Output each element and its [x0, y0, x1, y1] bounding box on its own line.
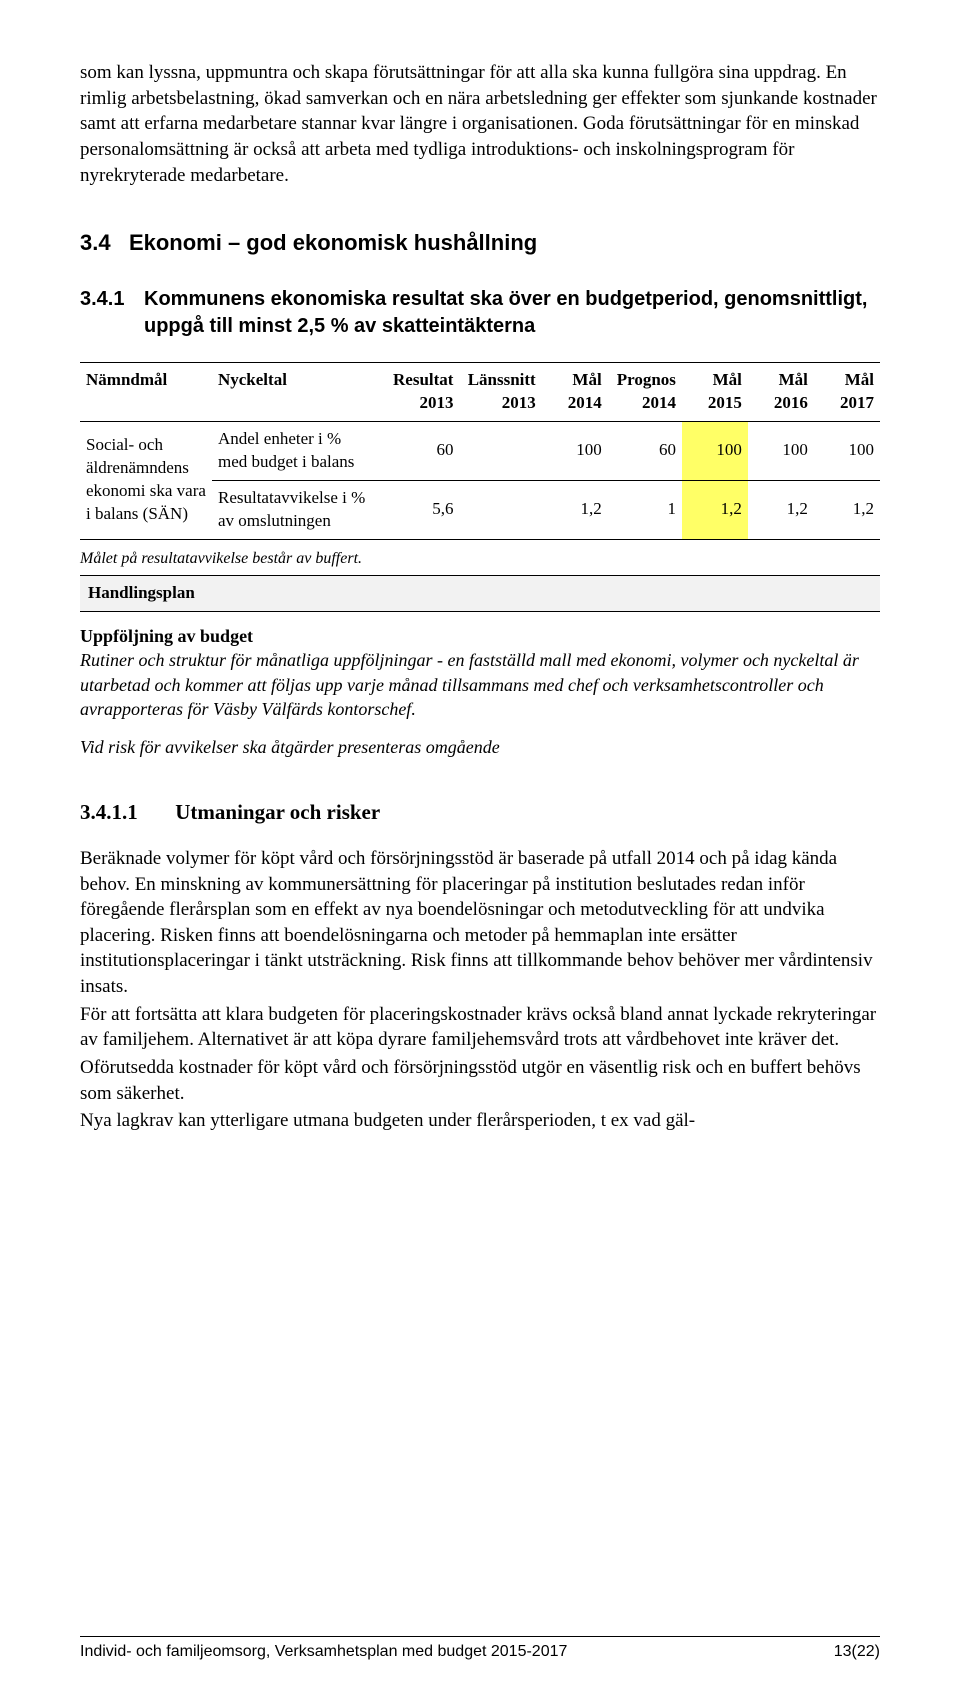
section-3-4-1-1-heading: 3.4.1.1 Utmaningar och risker — [80, 798, 880, 826]
th-mal-2014: Mål 2014 — [542, 362, 608, 421]
subsection-number: 3.4.1 — [80, 286, 144, 340]
cell-ls2013 — [459, 480, 541, 539]
table-row: Social- och äldrenämndens ekonomi ska va… — [80, 421, 880, 480]
th-resultat-2013: Resultat 2013 — [377, 362, 459, 421]
subsub-title: Utmaningar och risker — [175, 800, 380, 824]
subsub-number: 3.4.1.1 — [80, 798, 170, 826]
cell-m2016: 1,2 — [748, 480, 814, 539]
table-header-row: Nämndmål Nyckeltal Resultat 2013 Länssni… — [80, 362, 880, 421]
risks-body: Beräknade volymer för köpt vård och förs… — [80, 846, 880, 1134]
cell-indicator: Resultatavvikelse i % av omslutningen — [212, 480, 377, 539]
plan-lead: Uppföljning av budget — [80, 626, 253, 646]
cell-p2014: 60 — [608, 421, 682, 480]
cell-m2016: 100 — [748, 421, 814, 480]
subsection-title: Kommunens ekonomiska resultat ska över e… — [144, 286, 880, 340]
footer-right: 13(22) — [834, 1641, 880, 1663]
section-3-4-1-heading: 3.4.1 Kommunens ekonomiska resultat ska … — [80, 286, 880, 340]
plan-text: Rutiner och struktur för månatliga uppfö… — [80, 650, 859, 719]
risks-p2: För att fortsätta att klara budgeten för… — [80, 1002, 880, 1053]
cell-ls2013 — [459, 421, 541, 480]
cell-m2017: 1,2 — [814, 480, 880, 539]
goal-table: Nämndmål Nyckeltal Resultat 2013 Länssni… — [80, 362, 880, 540]
cell-m2014: 100 — [542, 421, 608, 480]
th-mal-2017: Mål 2017 — [814, 362, 880, 421]
cell-r2013: 5,6 — [377, 480, 459, 539]
risks-p4: Nya lagkrav kan ytterligare utmana budge… — [80, 1108, 880, 1134]
cell-m2014: 1,2 — [542, 480, 608, 539]
cell-m2015: 100 — [682, 421, 748, 480]
risks-p3: Oförutsedda kostnader för köpt vård och … — [80, 1055, 880, 1106]
cell-m2017: 100 — [814, 421, 880, 480]
cell-p2014: 1 — [608, 480, 682, 539]
th-nyckeltal: Nyckeltal — [212, 362, 377, 421]
section-title: Ekonomi – god ekonomisk hushållning — [129, 230, 537, 255]
risks-p1: Beräknade volymer för köpt vård och förs… — [80, 846, 880, 1000]
th-mal-2015: Mål 2015 — [682, 362, 748, 421]
cell-goal: Social- och äldrenämndens ekonomi ska va… — [80, 421, 212, 539]
handlingsplan-header: Handlingsplan — [80, 575, 880, 612]
th-prognos-2014: Prognos 2014 — [608, 362, 682, 421]
th-mal-2016: Mål 2016 — [748, 362, 814, 421]
cell-m2015: 1,2 — [682, 480, 748, 539]
footer-left: Individ- och familjeomsorg, Verksamhetsp… — [80, 1641, 567, 1663]
page-footer: Individ- och familjeomsorg, Verksamhetsp… — [80, 1636, 880, 1663]
section-number: 3.4 — [80, 230, 111, 255]
cell-r2013: 60 — [377, 421, 459, 480]
plan-text-2: Vid risk för avvikelser ska åtgärder pre… — [80, 735, 880, 759]
th-namndmal: Nämndmål — [80, 362, 212, 421]
section-3-4-heading: 3.4 Ekonomi – god ekonomisk hushållning — [80, 228, 880, 258]
th-lanssnitt-2013: Länssnitt 2013 — [459, 362, 541, 421]
handlingsplan-body: Uppföljning av budget Rutiner och strukt… — [80, 624, 880, 759]
cell-indicator: Andel enheter i % med budget i balans — [212, 421, 377, 480]
intro-paragraph: som kan lyssna, uppmuntra och skapa föru… — [80, 60, 880, 188]
table-note: Målet på resultatavvikelse består av buf… — [80, 548, 880, 570]
